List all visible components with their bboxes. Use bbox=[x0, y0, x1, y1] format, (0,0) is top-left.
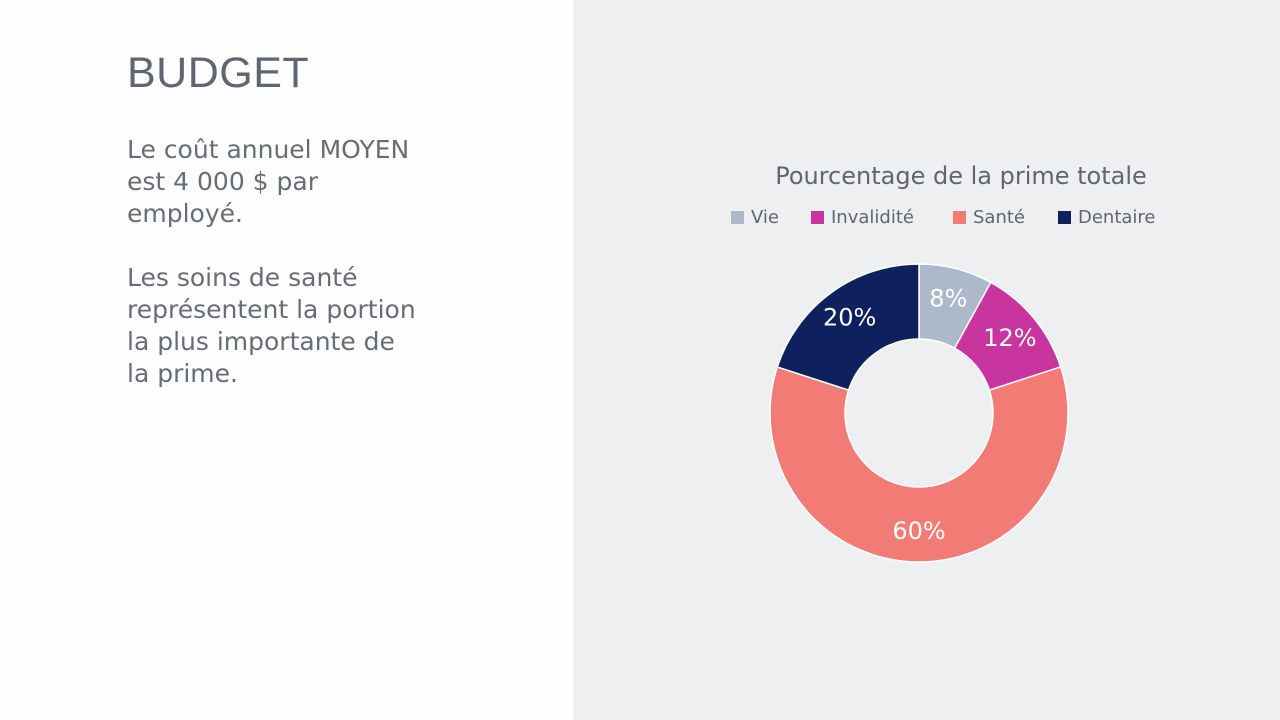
legend-swatch-dentaire bbox=[1058, 211, 1071, 224]
data-label-dentaire: 20% bbox=[823, 304, 876, 332]
health-care-paragraph: Les soins de santé représentent la porti… bbox=[127, 263, 416, 388]
legend-swatch-invalidité bbox=[811, 211, 824, 224]
donut-slices bbox=[769, 263, 1069, 563]
budget-cost-paragraph: Le coût annuel MOYEN est 4 000 $ par emp… bbox=[127, 135, 410, 228]
chart-legend: Vie Invalidité Santé Dentaire bbox=[731, 207, 1156, 228]
donut-data-labels: 8% 12% 60% 20% bbox=[823, 285, 1037, 545]
left-panel bbox=[0, 0, 573, 720]
slice-dentaire bbox=[776, 263, 920, 392]
legend-label-dentaire: Dentaire bbox=[1078, 207, 1156, 228]
legend-label-santé: Santé bbox=[973, 207, 1025, 228]
legend-label-vie: Vie bbox=[751, 207, 779, 228]
slice-santé bbox=[769, 366, 1069, 563]
slide-title: BUDGET bbox=[127, 49, 310, 97]
chart-title: Pourcentage de la prime totale bbox=[775, 162, 1147, 190]
legend-swatch-santé bbox=[953, 211, 966, 224]
data-label-santé: 60% bbox=[892, 517, 945, 545]
data-label-invalidité: 12% bbox=[983, 324, 1036, 352]
legend-swatch-vie bbox=[731, 211, 744, 224]
legend-label-invalidité: Invalidité bbox=[831, 207, 914, 228]
data-label-vie: 8% bbox=[929, 285, 967, 313]
chart-panel bbox=[573, 0, 1280, 720]
